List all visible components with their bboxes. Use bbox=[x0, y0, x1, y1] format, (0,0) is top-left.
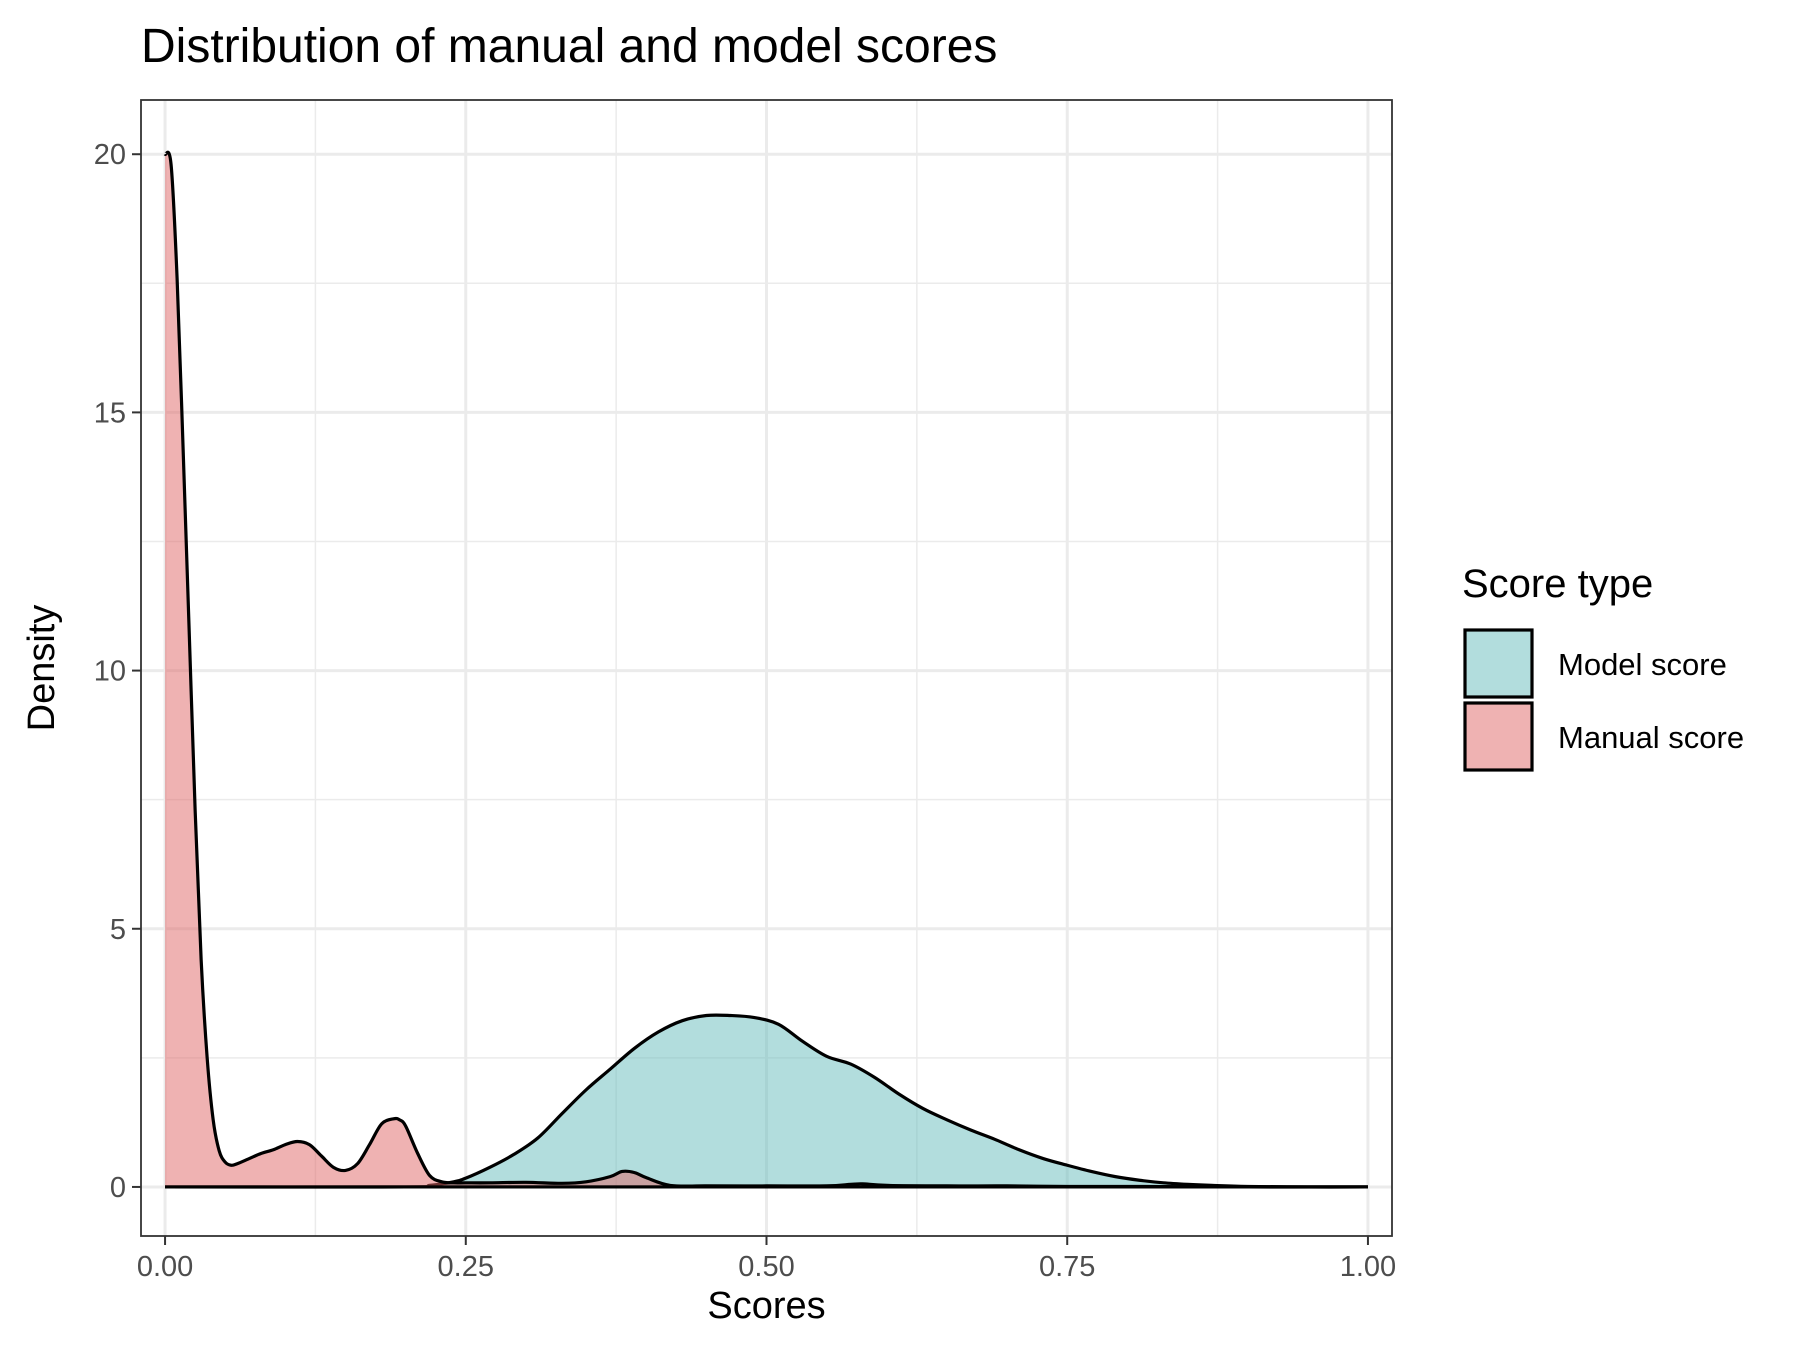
y-tick-label: 15 bbox=[94, 397, 126, 429]
density-areas bbox=[163, 150, 1368, 1189]
x-tick-label: 0.50 bbox=[738, 1251, 794, 1283]
legend-title: Score type bbox=[1462, 562, 1653, 606]
chart-title: Distribution of manual and model scores bbox=[141, 20, 997, 73]
model-score-density-area bbox=[165, 1015, 1368, 1188]
y-tick-label: 20 bbox=[94, 139, 126, 171]
legend-label-manual-score: Manual score bbox=[1558, 720, 1744, 755]
y-tick-label: 0 bbox=[110, 1172, 126, 1204]
legend-swatch-model-score bbox=[1463, 628, 1534, 699]
x-tick-label: 0.25 bbox=[438, 1251, 494, 1283]
y-axis-title: Density bbox=[21, 605, 63, 732]
axes: 0.00 0.25 0.50 0.75 1.00 0 5 10 15 20 bbox=[94, 139, 1396, 1283]
model-score-density-outline bbox=[165, 1013, 1368, 1189]
y-tick-label: 10 bbox=[94, 656, 126, 688]
x-tick-label: 0.75 bbox=[1039, 1251, 1095, 1283]
legend-label-model-score: Model score bbox=[1558, 647, 1727, 682]
x-tick-label: 0.00 bbox=[137, 1251, 193, 1283]
legend: Score type Model score Manual score bbox=[1462, 562, 1744, 772]
y-tick-label: 5 bbox=[110, 914, 126, 946]
x-axis-title: Scores bbox=[707, 1285, 825, 1327]
x-tick-label: 1.00 bbox=[1340, 1251, 1396, 1283]
legend-swatch-manual-score bbox=[1463, 701, 1534, 772]
